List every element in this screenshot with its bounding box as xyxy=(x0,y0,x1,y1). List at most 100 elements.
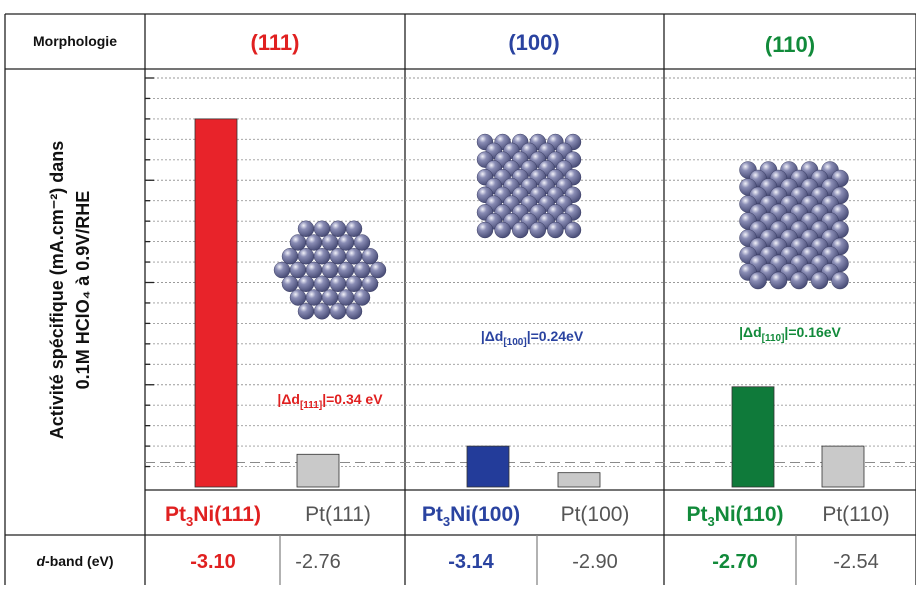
facet-header-110: (110) xyxy=(765,32,815,57)
atom-sphere xyxy=(769,271,788,290)
atom-sphere xyxy=(353,261,371,279)
atom-sphere xyxy=(329,275,347,292)
dband-value: -2.90 xyxy=(572,551,618,573)
atom-sphere xyxy=(749,271,767,290)
atom-sphere xyxy=(281,275,299,292)
bar-pt111 xyxy=(296,453,340,488)
atom-sphere xyxy=(547,221,564,239)
category-label-subscript: 3 xyxy=(443,514,450,529)
annotation-main: |Δd xyxy=(277,391,300,407)
atom-sphere xyxy=(321,289,339,306)
category-label-part: Pt xyxy=(422,503,443,526)
category-label-part: Ni(100) xyxy=(450,503,520,526)
annotation-tail: |=0.34 eV xyxy=(322,391,383,407)
annotation-main: |Δd xyxy=(481,328,504,344)
annotation-subscript: [100] xyxy=(503,337,526,348)
category-label-part: Pt xyxy=(165,503,186,526)
atom-sphere xyxy=(529,221,546,239)
annotation-subscript: [111] xyxy=(300,400,322,411)
atom-sphere xyxy=(329,220,347,237)
atom-sphere xyxy=(305,289,323,306)
atom-sphere xyxy=(564,221,582,239)
category-labels: Pt3Ni(111) Pt(111) Pt3Ni(100) Pt(100) Pt3Ni(… xyxy=(165,503,890,529)
category-label-part: Pt(100) xyxy=(561,503,630,526)
facet-header-111: (111) xyxy=(251,30,300,55)
annotation-tail: |=0.16eV xyxy=(784,324,841,340)
dband-value: -2.76 xyxy=(295,551,341,573)
atom-sphere xyxy=(345,275,363,292)
dband-values: -3.10 -2.76 -3.14 -2.90 -2.70 -2.54 xyxy=(190,551,879,573)
bars xyxy=(194,118,865,488)
atom-sphere xyxy=(289,234,307,251)
atom-sphere xyxy=(305,234,323,251)
annotation-subscript: [110] xyxy=(762,333,785,344)
y-axis-label-line1: Activité spécifique (mA.cm⁻²) dans xyxy=(47,141,67,440)
dband-value: -3.14 xyxy=(448,551,494,573)
bar-pt3ni111 xyxy=(194,118,238,488)
header-row-label: Morphologie xyxy=(33,33,117,49)
dband-label-italic: d xyxy=(36,553,45,569)
atom-sphere xyxy=(512,221,529,239)
category-label: Pt(100) xyxy=(561,503,630,526)
atom-sphere xyxy=(369,261,387,279)
atom-sphere xyxy=(305,261,323,279)
atom-sphere xyxy=(313,220,331,237)
delta-d-annotation: |Δd[111]|=0.34 eV xyxy=(277,391,383,411)
bar-pt3ni100 xyxy=(466,445,510,488)
category-label: Pt3Ni(111) xyxy=(165,503,261,529)
delta-d-annotation: |Δd[110]|=0.16eV xyxy=(739,324,841,344)
dband-row-label: d-band (eV) xyxy=(36,553,113,569)
annotations: |Δd[111]|=0.34 eV|Δd[100]|=0.24eV |Δd[110… xyxy=(277,324,841,411)
category-label: Pt3Ni(110) xyxy=(686,503,783,529)
dband-value: -2.54 xyxy=(833,551,879,573)
dband-value: -3.10 xyxy=(190,551,236,573)
atom-sphere xyxy=(321,261,339,279)
atom-sphere xyxy=(329,303,347,320)
atom-sphere xyxy=(494,221,511,239)
atom-sphere xyxy=(353,234,371,251)
y-axis-label: Activité spécifique (mA.cm⁻²) dans 0.1M … xyxy=(47,141,93,440)
y-axis-label-line2: 0.1M HClO₄ à 0.9V/RHE xyxy=(73,191,93,390)
atom-sphere xyxy=(361,275,379,292)
atom-sphere xyxy=(345,303,363,320)
category-label: Pt(110) xyxy=(822,503,889,526)
atom-sphere xyxy=(289,289,307,306)
atom-sphere xyxy=(297,303,315,320)
category-label-part: Ni(110) xyxy=(715,503,784,526)
dband-label-rest: -band (eV) xyxy=(45,553,113,569)
category-label-subscript: 3 xyxy=(707,514,714,529)
structure-100 xyxy=(476,133,582,239)
atom-sphere xyxy=(476,221,494,239)
atom-sphere xyxy=(345,220,363,237)
atom-sphere xyxy=(297,275,315,292)
annotation-tail: |=0.24eV xyxy=(527,328,584,344)
annotation-main: |Δd xyxy=(739,324,762,340)
crystal-structures xyxy=(273,133,849,320)
category-label-subscript: 3 xyxy=(186,514,193,529)
atom-sphere xyxy=(337,234,355,251)
category-label-part: Pt(110) xyxy=(822,503,889,526)
gridlines xyxy=(145,77,916,467)
atom-sphere xyxy=(297,220,315,237)
table-frame xyxy=(4,13,916,585)
delta-d-annotation: |Δd[100]|=0.24eV xyxy=(481,328,584,348)
atom-sphere xyxy=(353,289,371,306)
y-axis-ticks xyxy=(145,77,154,468)
atom-sphere xyxy=(273,261,291,279)
atom-sphere xyxy=(281,248,299,265)
category-label-part: Ni(111) xyxy=(193,503,261,526)
structure-111 xyxy=(273,220,387,320)
atom-sphere xyxy=(810,271,829,290)
facet-header-100: (100) xyxy=(508,30,559,55)
atom-sphere xyxy=(337,261,355,279)
structure-110 xyxy=(739,161,849,290)
atom-sphere xyxy=(289,261,307,279)
atom-sphere xyxy=(831,271,849,290)
atom-sphere xyxy=(361,248,379,265)
category-label: Pt3Ni(100) xyxy=(422,503,520,529)
bar-pt3ni110 xyxy=(731,386,775,488)
category-label: Pt(111) xyxy=(305,503,371,526)
atom-sphere xyxy=(313,248,331,265)
dband-value: -2.70 xyxy=(712,551,758,573)
